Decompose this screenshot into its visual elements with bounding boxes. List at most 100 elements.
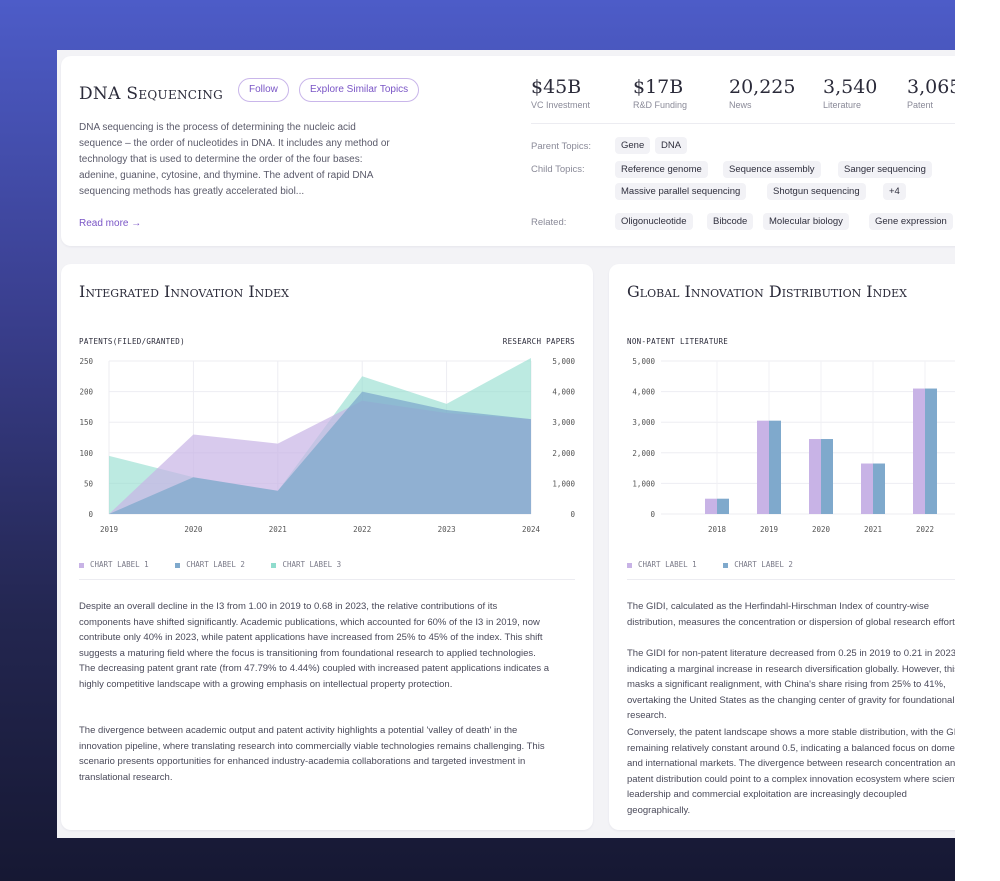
- app-window: DNA Sequencing Follow Explore Similar To…: [57, 50, 955, 838]
- bar-chart-label-2: [873, 463, 885, 514]
- y-right-tick-label: 2,000: [552, 449, 575, 458]
- y-right-tick-label: 1,000: [552, 479, 575, 488]
- x-tick-label: 2024: [522, 525, 541, 534]
- metric-label: Patent: [907, 100, 934, 110]
- legend-label: CHART LABEL 1: [90, 560, 149, 569]
- chart-title: Global Innovation Distribution Index: [627, 282, 907, 301]
- analysis-paragraph: The GIDI for non-patent literature decre…: [627, 648, 955, 721]
- y-left-tick-label: 100: [79, 449, 93, 458]
- y-left-tick-label: 200: [79, 388, 93, 397]
- child-topics-label: Child Topics:: [531, 164, 585, 175]
- x-tick-label: 2019: [760, 525, 778, 534]
- explore-similar-topics-button[interactable]: Explore Similar Topics: [299, 78, 420, 102]
- x-tick-label: 2020: [184, 525, 203, 534]
- legend-divider: [627, 579, 955, 580]
- tag-child-topic[interactable]: Sequence assembly: [723, 161, 821, 178]
- x-tick-label: 2022: [916, 525, 934, 534]
- legend-swatch: [627, 562, 632, 568]
- x-tick-label: 2020: [812, 525, 831, 534]
- metric-value: 3,540: [823, 76, 878, 98]
- legend-label: CHART LABEL 1: [638, 560, 697, 569]
- bar-chart-label-1: [705, 498, 717, 514]
- legend-item: CHART LABEL 1: [627, 560, 697, 569]
- tag-child-topic[interactable]: Shotgun sequencing: [767, 183, 866, 200]
- legend-divider: [79, 579, 575, 580]
- metric-label: VC Investment: [531, 100, 591, 110]
- analysis-paragraph: The GIDI, calculated as the Herfindahl-H…: [627, 601, 955, 628]
- y-tick-label: 4,000: [632, 388, 655, 397]
- metric-value: $17B: [633, 76, 684, 98]
- tag-related-topic[interactable]: Molecular biology: [763, 213, 849, 230]
- legend-item: CHART LABEL 3: [271, 560, 341, 569]
- y-tick-label: 2,000: [632, 449, 655, 458]
- tag-parent-topic[interactable]: Gene: [615, 137, 651, 154]
- bar-chart-label-2: [925, 388, 937, 514]
- legend-swatch: [271, 562, 277, 568]
- y-left-tick-label: 50: [84, 479, 94, 488]
- metrics-divider: [531, 123, 955, 124]
- chart-title: Integrated Innovation Index: [79, 282, 289, 301]
- bar-chart-label-1: [913, 388, 925, 514]
- tag-related-topic[interactable]: Gene expression: [869, 213, 953, 230]
- related-label: Related:: [531, 217, 567, 228]
- legend-label: CHART LABEL 2: [186, 560, 245, 569]
- analysis-paragraph: Conversely, the patent landscape shows a…: [627, 727, 955, 816]
- x-tick-label: 2019: [100, 525, 118, 534]
- legend-label: CHART LABEL 3: [282, 560, 342, 569]
- tag-related-topic[interactable]: Oligonucleotide: [615, 213, 693, 230]
- x-tick-label: 2018: [708, 525, 727, 534]
- chart-legend: CHART LABEL 1 CHART LABEL 2 CHART LABEL …: [79, 560, 341, 569]
- legend-item: CHART LABEL 1: [79, 560, 149, 569]
- tag-more-child-topics[interactable]: +4: [883, 183, 906, 200]
- x-tick-label: 2021: [269, 525, 287, 534]
- y-left-tick-label: 150: [79, 418, 93, 427]
- chart-legend: CHART LABEL 1 CHART LABEL 2: [627, 560, 793, 569]
- y-tick-label: 3,000: [632, 418, 655, 427]
- y-axis-left-title: PATENTS(FILED/GRANTED): [79, 337, 185, 346]
- y-right-tick-label: 3,000: [552, 418, 575, 427]
- integrated-innovation-index-card: Integrated Innovation Index PATENTS(FILE…: [61, 264, 593, 830]
- area-chart: 0 50 100 150 200 250 0 1,000 2,000 3,000 4,000 5,00…: [79, 357, 575, 534]
- metric-vc-investment: $45B VC Investment: [531, 76, 590, 110]
- read-more-link[interactable]: Read more →: [79, 218, 142, 229]
- analysis-paragraph: Despite an overall decline in the I3 fro…: [79, 601, 550, 690]
- tag-child-topic[interactable]: Massive parallel sequencing: [615, 183, 747, 200]
- bar-chart: 0 1,000 2,000 3,000 4,000 5,000 2018 2019 2020 20…: [632, 357, 955, 534]
- area-series-chart-label-2: [109, 391, 531, 514]
- legend-swatch: [175, 562, 181, 568]
- bar-chart-label-2: [769, 420, 781, 514]
- metric-rd-funding: $17B R&D Funding: [633, 76, 687, 110]
- metric-label: R&D Funding: [633, 100, 688, 110]
- legend-swatch: [79, 562, 84, 568]
- metric-value: $45B: [531, 76, 582, 98]
- x-tick-label: 2022: [353, 525, 371, 534]
- y-right-tick-label: 4,000: [552, 388, 575, 397]
- legend-swatch: [723, 562, 729, 568]
- legend-item: CHART LABEL 2: [175, 560, 245, 569]
- follow-button[interactable]: Follow: [238, 78, 289, 102]
- legend-item: CHART LABEL 2: [723, 560, 793, 569]
- metric-news: 20,225 News: [729, 76, 795, 110]
- y-tick-label: 1,000: [632, 479, 655, 488]
- metric-value: 20,225: [729, 76, 796, 98]
- bar-chart-label-1: [757, 420, 769, 514]
- analysis-paragraph: The divergence between academic output a…: [79, 725, 545, 783]
- metric-label: News: [729, 100, 752, 110]
- metric-label: Literature: [823, 100, 862, 110]
- metric-literature: 3,540 Literature: [823, 76, 877, 110]
- bar-chart-label-2: [717, 498, 729, 514]
- tag-child-topic[interactable]: Reference genome: [615, 161, 708, 178]
- tag-child-topic[interactable]: Sanger sequencing: [838, 161, 932, 178]
- x-tick-label: 2023: [438, 525, 456, 534]
- y-left-tick-label: 250: [79, 357, 93, 366]
- parent-topics-label: Parent Topics:: [531, 141, 592, 152]
- tag-parent-topic[interactable]: DNA: [655, 137, 688, 154]
- y-axis-right-title: RESEARCH PAPERS: [502, 337, 575, 346]
- bar-chart-label-1: [809, 439, 821, 514]
- y-tick-label: 5,000: [632, 357, 655, 366]
- topic-description: DNA sequencing is the process of determi…: [79, 122, 390, 197]
- bar-chart-label-2: [821, 439, 833, 514]
- tag-related-topic[interactable]: Bibcode: [707, 213, 754, 230]
- topic-overview-card: DNA Sequencing Follow Explore Similar To…: [61, 56, 955, 246]
- y-axis-title: NON-PATENT LITERATURE: [627, 337, 729, 346]
